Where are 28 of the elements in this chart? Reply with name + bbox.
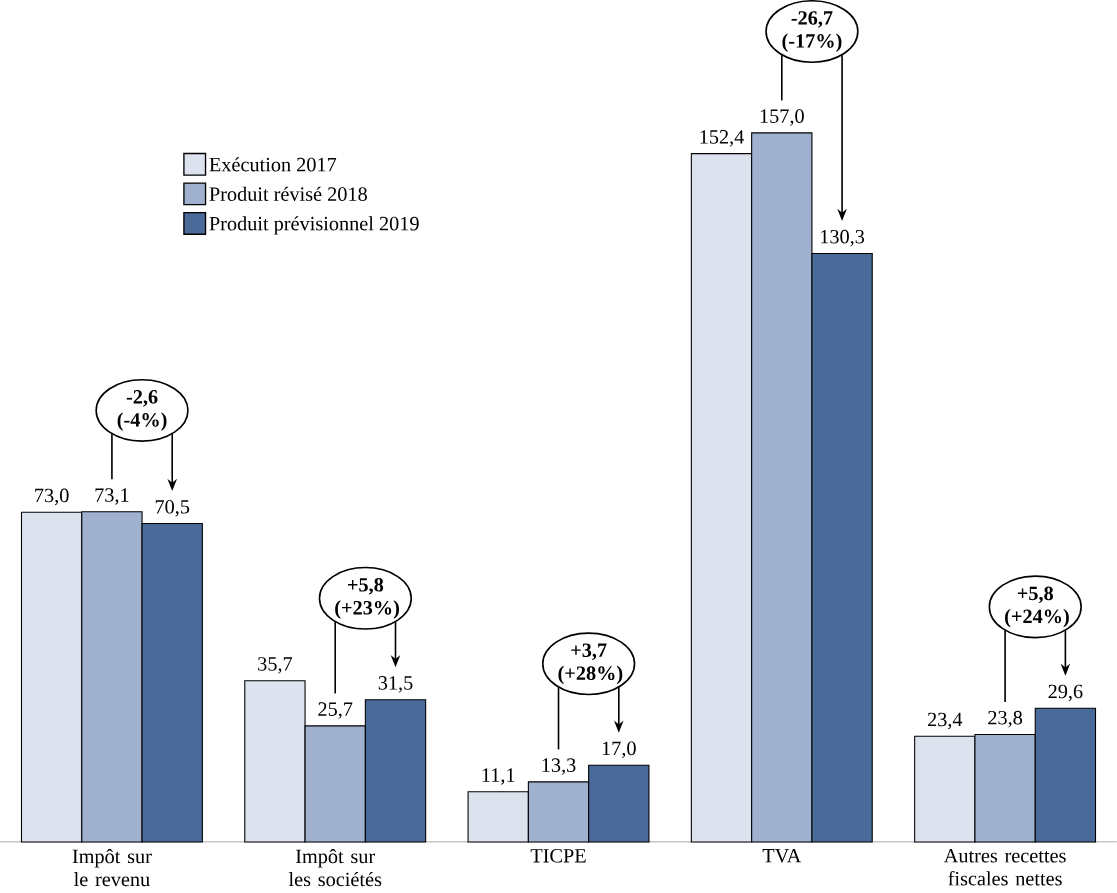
x-tick-label: TICPE (530, 848, 586, 863)
data-label: 73,1 (95, 488, 129, 505)
data-label: 73,0 (35, 488, 69, 506)
x-tick-label: Impôt sur les sociétés (288, 848, 382, 887)
legend-label: Exécution 2017 (209, 157, 337, 172)
data-label: 31,5 (378, 676, 413, 693)
data-label: 157,0 (760, 109, 804, 126)
legend-label: Produit prévisionnel 2019 (209, 216, 419, 235)
annotation: +3,7 (+28%) (558, 643, 623, 685)
x-tick-label: TVA (762, 848, 802, 863)
annotation: +5,8 (+24%) (1005, 586, 1069, 628)
text: -26,7 (-17%) (782, 11, 842, 52)
data-label: 13,3 (542, 758, 576, 775)
legend-label: Produit révisé 2018 (209, 186, 367, 201)
data-label: 35,7 (258, 657, 293, 674)
data-label: 17,0 (602, 741, 636, 759)
x-tick-label: Autres recettes fiscales nettes (943, 848, 1066, 886)
data-label: 130,3 (821, 229, 865, 247)
x-tick-label: Impôt sur le revenu (72, 848, 152, 887)
data-label: 25,7 (318, 702, 353, 719)
data-label: 152,4 (700, 130, 744, 147)
data-label: 23,4 (927, 712, 963, 730)
data-label: 70,5 (155, 499, 190, 517)
data-label: 23,8 (988, 710, 1023, 728)
annotation: -2,6 (-4%) (117, 390, 167, 431)
data-label: 11,1 (482, 768, 515, 785)
annotation: +5,8 (+23%) (335, 577, 399, 619)
data-label: 29,6 (1048, 684, 1083, 702)
